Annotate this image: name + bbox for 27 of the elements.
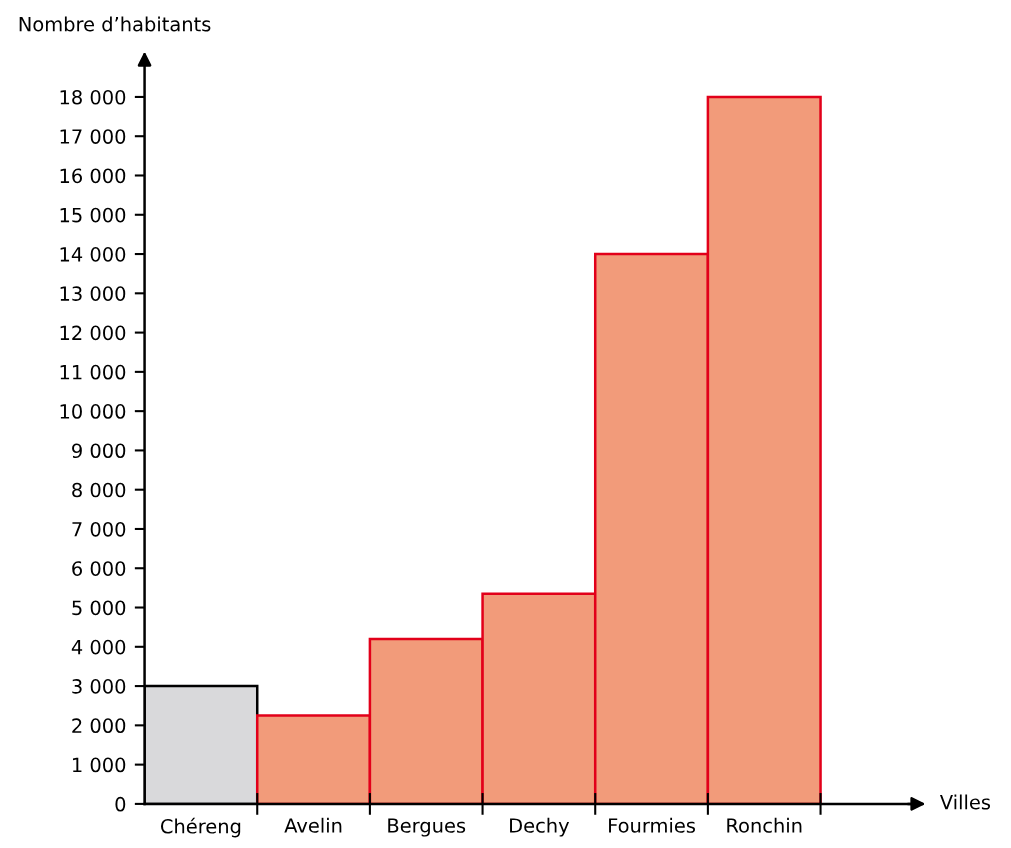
x-tick-label: Chéreng <box>160 817 241 838</box>
x-tick-label: Ronchin <box>727 817 802 833</box>
x-tick-label: Fourmies <box>609 817 695 833</box>
x-tick-label: Dechy <box>510 817 570 837</box>
y-tick-label: 4 000 <box>71 639 126 655</box>
y-tick-label: 8 000 <box>72 482 126 498</box>
y-tick-label: 15 000 <box>60 207 126 223</box>
x-axis-title: Villes <box>939 794 991 810</box>
y-tick-label: 6 000 <box>72 561 126 576</box>
y-tick-label: 10 000 <box>60 404 126 419</box>
y-tick-label: 1 000 <box>72 757 126 773</box>
y-tick-label: 18 000 <box>60 89 126 105</box>
y-tick-label: 9 000 <box>72 443 126 459</box>
y-tick-label: 0 <box>115 796 126 812</box>
y-tick-label: 13 000 <box>60 286 126 301</box>
y-axis-title: Nombre d’habitants <box>19 16 211 32</box>
x-tick-label: Bergues <box>388 818 466 837</box>
y-tick-label: 7 000 <box>72 521 126 537</box>
y-tick-label: 17 000 <box>60 129 126 144</box>
x-tick-label: Avelin <box>284 817 342 833</box>
y-tick-label: 11 000 <box>60 364 126 380</box>
y-tick-label: 3 000 <box>72 679 126 694</box>
y-tick-label: 12 000 <box>60 325 126 341</box>
y-tick-label: 16 000 <box>60 168 126 184</box>
y-tick-label: 5 000 <box>72 600 126 616</box>
y-tick-label: 2 000 <box>72 718 126 734</box>
y-tick-label: 14 000 <box>60 247 126 262</box>
